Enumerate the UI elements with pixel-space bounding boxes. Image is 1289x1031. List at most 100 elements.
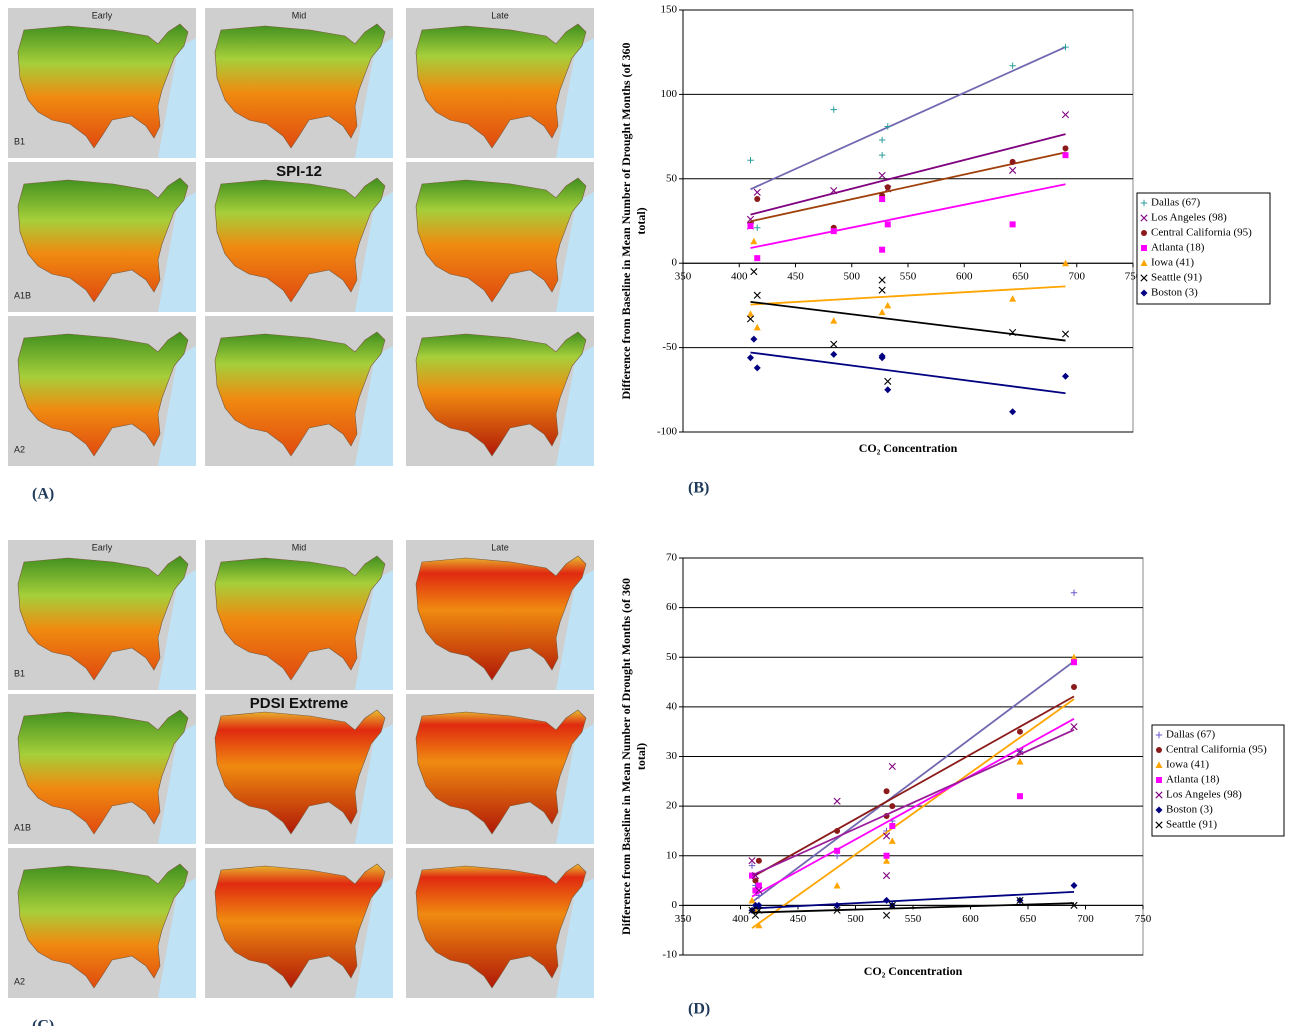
marker [1016, 757, 1024, 765]
marker [1009, 221, 1016, 228]
row-label: A1B [14, 822, 31, 832]
legend-label: Central California (95) [1166, 744, 1267, 756]
x-tick-label: 450 [787, 271, 804, 283]
us-map [17, 555, 189, 681]
trend-line [751, 902, 1075, 914]
us-map [214, 709, 386, 835]
marker [1009, 166, 1017, 174]
column-label: Late [491, 542, 509, 552]
y-axis-label: Difference from Baseline in Mean Number … [619, 42, 633, 399]
marker [882, 832, 891, 840]
y-axis-label: total) [634, 207, 648, 234]
marker [748, 906, 756, 914]
map-title: PDSI Extreme [250, 695, 348, 712]
map-tile: Late [406, 8, 594, 158]
map-tile [205, 848, 393, 998]
row-label: B1 [14, 668, 25, 678]
marker [1155, 791, 1163, 799]
us-map [415, 863, 587, 989]
x-tick-label: 450 [790, 913, 807, 925]
marker [1009, 158, 1016, 165]
y-tick-label: 150 [661, 4, 678, 16]
x-tick-label: 400 [731, 271, 748, 283]
us-map [214, 331, 386, 457]
map-tile: A2 [8, 848, 196, 998]
marker [884, 123, 891, 130]
row-label: B1 [14, 136, 25, 146]
marker [1062, 43, 1069, 51]
marker [753, 188, 761, 196]
marker [884, 221, 891, 228]
column-label: Mid [292, 542, 307, 552]
marker [1140, 289, 1148, 297]
row-label: A2 [14, 976, 25, 986]
marker [1141, 230, 1147, 236]
panel-label: (B) [688, 480, 709, 497]
marker [879, 196, 886, 203]
marker [1061, 111, 1070, 119]
map-tile: A1B [8, 694, 196, 844]
marker [1140, 274, 1148, 282]
x-tick-label: 650 [1020, 913, 1037, 925]
panel-label: (D) [688, 1001, 710, 1018]
marker [755, 906, 763, 914]
us-map [415, 331, 587, 457]
x-tick-label: 600 [962, 913, 979, 925]
x-tick-label: 350 [675, 271, 692, 283]
marker [754, 255, 761, 262]
marker [1061, 330, 1070, 338]
y-axis-label: total) [634, 743, 648, 770]
plot-area [682, 9, 1134, 433]
x-tick-label: 600 [956, 271, 973, 283]
us-map [415, 23, 587, 149]
y-tick-label: -100 [657, 426, 678, 438]
marker [884, 377, 892, 385]
legend-label: Iowa (41) [1166, 759, 1209, 771]
map-tile [406, 694, 594, 844]
marker [1140, 214, 1148, 222]
legend-label: Boston (3) [1151, 287, 1198, 299]
marker [755, 886, 763, 895]
x-tick-label: 350 [675, 913, 692, 925]
marker [1062, 152, 1069, 159]
marker [878, 171, 886, 180]
marker [1071, 659, 1077, 666]
x-tick-label: 550 [905, 913, 922, 925]
marker [1009, 295, 1017, 302]
marker [889, 822, 896, 829]
marker [1016, 896, 1024, 905]
x-tick-label: 650 [1012, 271, 1029, 283]
marker [878, 276, 886, 284]
column-label: Late [491, 10, 509, 20]
marker [747, 157, 754, 164]
marker [884, 184, 891, 191]
trend-line [750, 133, 1066, 216]
x-tick-label: 550 [900, 271, 917, 283]
trend-line [751, 718, 1075, 898]
marker [750, 237, 758, 245]
legend-label: Atlanta (18) [1166, 774, 1220, 786]
column-label: Early [92, 10, 113, 20]
marker [1009, 328, 1017, 336]
marker [834, 847, 841, 854]
us-map [415, 555, 587, 681]
marker [1071, 684, 1077, 691]
marker [830, 340, 838, 348]
marker [748, 862, 756, 869]
us-map [17, 709, 189, 835]
marker [1155, 761, 1163, 768]
marker [1016, 728, 1023, 735]
marker [1070, 589, 1078, 596]
marker [1070, 723, 1078, 731]
x-tick-label: 400 [732, 913, 749, 925]
marker [833, 901, 841, 909]
y-tick-label: 100 [661, 88, 678, 100]
y-tick-label: 0 [672, 899, 678, 911]
us-map [17, 177, 189, 303]
marker [750, 335, 758, 343]
marker [755, 882, 762, 889]
map-tile [205, 316, 393, 466]
y-tick-label: 40 [666, 700, 678, 712]
row-label: A2 [14, 444, 25, 454]
